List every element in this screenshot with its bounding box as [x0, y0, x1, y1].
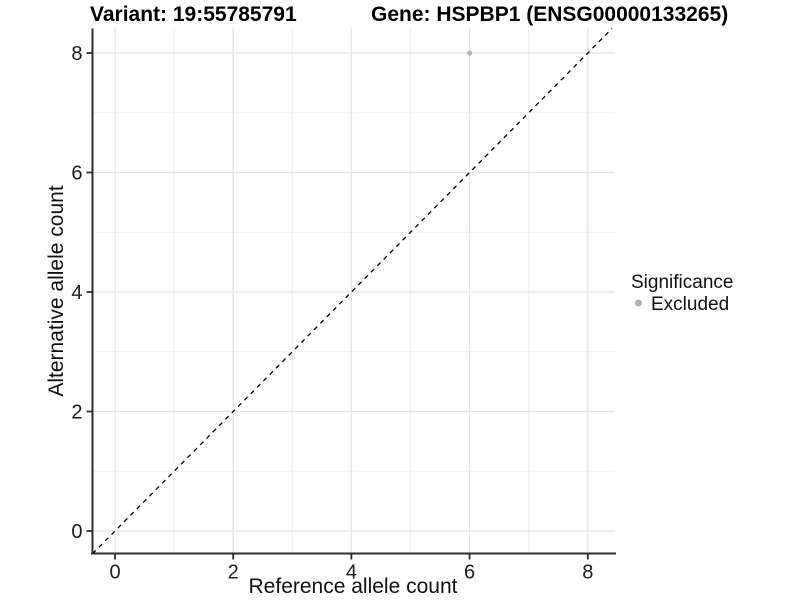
y-tick-label: 4	[71, 282, 82, 304]
legend-title: Significance	[631, 272, 733, 293]
x-axis-title: Reference allele count	[249, 575, 458, 598]
y-tick-label: 6	[71, 163, 82, 185]
data-points-layer	[467, 50, 472, 56]
grid-layer	[92, 28, 615, 554]
identity-dashed-line	[92, 28, 613, 555]
y-tick-label: 0	[71, 521, 82, 543]
plot-title-gene: Gene: HSPBP1 (ENSG00000133265)	[371, 3, 728, 26]
legend: Significance Excluded	[631, 272, 733, 315]
x-tick-label: 4	[346, 562, 357, 584]
x-tick-label: 6	[464, 562, 475, 584]
y-tick-label: 2	[71, 402, 82, 424]
x-tick-label: 8	[582, 562, 593, 584]
data-point	[467, 50, 472, 56]
x-tick-label: 2	[228, 562, 239, 584]
identity-reference-line-layer	[92, 28, 613, 555]
axis-layer: 0 2 4 6 8 0 2 4 6 8	[71, 28, 616, 584]
plot-title-variant: Variant: 19:55785791	[90, 3, 297, 26]
legend-item-label: Excluded	[651, 294, 729, 315]
y-axis-title: Alternative allele count	[45, 185, 68, 396]
legend-key-circle-icon	[635, 299, 642, 307]
x-tick-label: 0	[109, 562, 120, 584]
y-tick-label: 8	[71, 43, 82, 65]
